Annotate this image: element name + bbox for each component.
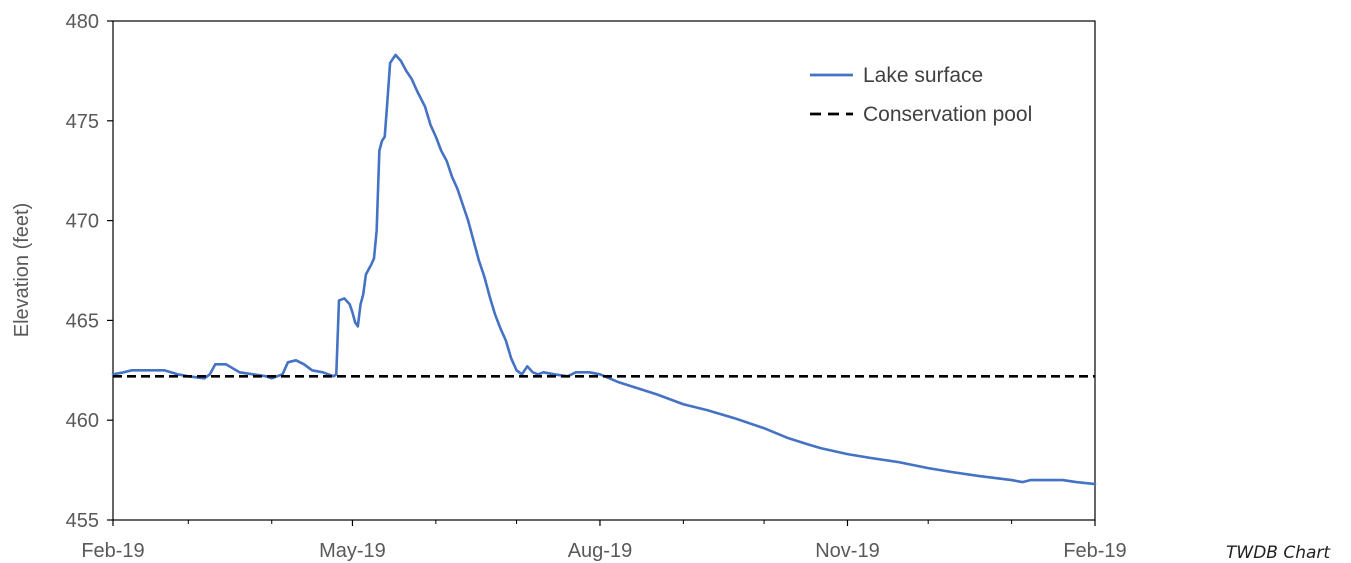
legend: Lake surface Conservation pool xyxy=(810,64,1032,126)
y-tick-label-455: 455 xyxy=(66,510,99,532)
x-tick-label-0: Feb-19 xyxy=(81,540,144,561)
y-tick-label-475: 475 xyxy=(66,111,99,133)
legend-label-conservation-pool: Conservation pool xyxy=(863,103,1032,126)
x-tick-label-3: Nov-19 xyxy=(815,540,879,561)
y-tick-label-460: 460 xyxy=(66,410,99,432)
y-axis-title: Elevation (feet) xyxy=(11,203,33,338)
x-tick-label-4: Feb-19 xyxy=(1063,540,1126,561)
y-tick-label-465: 465 xyxy=(66,310,99,332)
chart-credit: TWDB Chart xyxy=(1226,543,1331,563)
plot-frame xyxy=(112,20,1096,521)
x-tick-label-1: May-19 xyxy=(319,540,386,561)
legend-label-lake-surface: Lake surface xyxy=(863,64,983,87)
y-tick-label-470: 470 xyxy=(66,211,99,233)
x-tick-label-2: Aug-19 xyxy=(568,540,633,561)
y-tick-label-480: 480 xyxy=(66,11,99,33)
axes: 455 460 465 470 475 480 Feb-19 May-19 Aug-19 Nov-… xyxy=(66,11,1127,561)
series-lake-surface xyxy=(111,53,1097,486)
series-layer xyxy=(111,53,1097,486)
plot-area xyxy=(112,20,1096,521)
